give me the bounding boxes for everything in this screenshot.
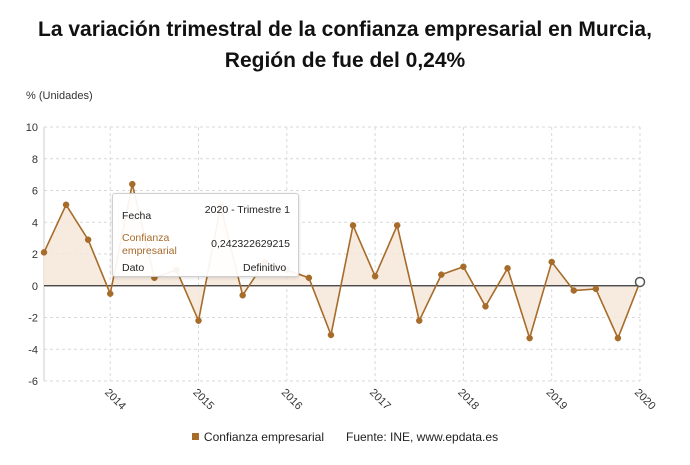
data-point <box>548 258 555 266</box>
data-tooltip: Fecha 2020 - Trimestre 1 Confianza empre… <box>112 193 299 277</box>
x-tick-label: 2018 <box>455 387 481 413</box>
y-tick-label: -2 <box>28 313 38 325</box>
data-point <box>84 236 92 243</box>
legend-series-name[interactable]: Confianza empresarial <box>203 430 324 444</box>
data-point <box>349 222 357 229</box>
data-point <box>482 303 489 310</box>
tooltip-series-key: Confianza empresarial <box>122 232 177 257</box>
x-tick-label: 2014 <box>102 387 128 413</box>
data-point <box>614 334 622 342</box>
tooltip-status-key: Dato <box>122 262 145 274</box>
data-point <box>106 290 114 297</box>
data-point <box>129 180 136 188</box>
tooltip-series-value: 0,242322629215 <box>211 238 290 250</box>
data-point <box>327 331 335 339</box>
x-tick-label: 2020 <box>632 387 658 413</box>
y-tick-label: -4 <box>28 344 38 356</box>
x-tick-label: 2015 <box>190 387 216 413</box>
data-point <box>570 287 578 294</box>
data-point <box>239 292 246 299</box>
data-point <box>526 334 533 342</box>
legend: Confianza empresarial Fuente: INE, www.ep… <box>0 430 690 444</box>
data-point <box>460 263 467 270</box>
data-point <box>62 201 70 209</box>
data-point <box>393 222 401 229</box>
tooltip-date-value: 2020 - Trimestre 1 <box>204 204 290 216</box>
y-tick-label: 0 <box>32 281 38 293</box>
data-point <box>371 272 379 280</box>
y-axis-label: % (Unidades) <box>26 90 93 102</box>
y-tick-label: 4 <box>32 217 38 229</box>
chart-title: La variación trimestral de la confianza … <box>38 18 652 72</box>
y-tick-label: 8 <box>32 154 38 166</box>
data-point <box>195 317 202 324</box>
tooltip-date-key: Fecha <box>122 210 152 222</box>
data-point <box>40 249 48 256</box>
y-tick-label: -6 <box>28 376 38 388</box>
data-point-highlighted <box>634 276 646 288</box>
data-point <box>416 317 423 324</box>
y-tick-label: 10 <box>26 122 38 134</box>
tooltip-status-value: Definitivo <box>243 262 287 274</box>
x-tick-label: 2019 <box>544 387 570 413</box>
source-note: Fuente: INE, www.epdata.es <box>345 430 499 444</box>
data-point <box>592 285 600 293</box>
data-point <box>438 271 445 278</box>
y-tick-label: 2 <box>32 249 38 261</box>
x-tick-label: 2016 <box>279 387 305 413</box>
data-point <box>305 274 313 282</box>
legend-swatch <box>191 433 199 440</box>
y-tick-label: 6 <box>32 186 38 198</box>
data-point <box>504 265 511 272</box>
series-area <box>44 184 640 339</box>
x-tick-label: 2017 <box>367 387 393 413</box>
